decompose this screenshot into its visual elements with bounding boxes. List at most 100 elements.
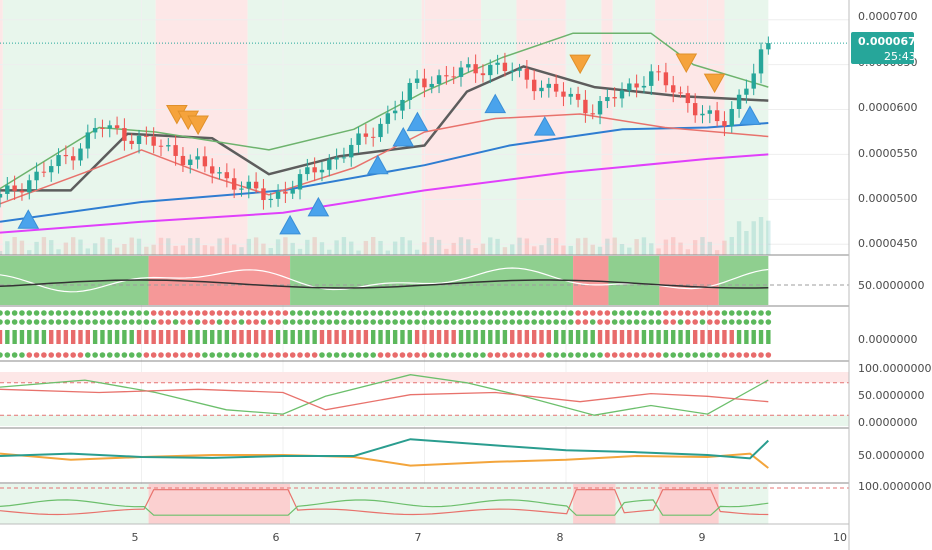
histogram-bar — [597, 330, 603, 344]
candle-body — [319, 169, 325, 173]
dot-row-3 — [487, 352, 494, 358]
dot-row-1 — [304, 310, 311, 316]
dot-row-3 — [472, 352, 479, 358]
volume-bar — [517, 237, 522, 255]
dot-row-2 — [304, 319, 311, 325]
dot-row-3 — [260, 352, 267, 358]
volume-bar — [649, 243, 654, 255]
dot-row-2 — [406, 319, 413, 325]
dot-row-2 — [77, 319, 84, 325]
buy-signal-marker — [406, 111, 429, 132]
volume-bar — [510, 244, 515, 255]
dot-row-3 — [158, 352, 164, 358]
dot-row-2 — [655, 319, 662, 325]
volume-bar — [444, 248, 449, 255]
dot-row-3 — [77, 352, 84, 358]
rsi-zone-red — [573, 484, 616, 524]
volume-bar — [312, 237, 317, 255]
dot-row-1 — [524, 310, 530, 316]
time-axis[interactable]: 5 6 7 8 9 10 — [132, 531, 848, 544]
rsi-zone-green — [290, 484, 574, 524]
dot-row-3 — [633, 352, 640, 358]
candle-body — [517, 68, 522, 71]
volume-bar — [736, 221, 742, 255]
candle-body — [290, 189, 295, 194]
dot-row-3 — [428, 352, 435, 358]
dot-row-1 — [70, 310, 76, 316]
candle-body — [363, 133, 369, 137]
dot-row-3 — [414, 352, 420, 358]
histogram-bar — [663, 330, 669, 344]
signal-markers[interactable] — [17, 53, 761, 235]
histogram-bar — [685, 330, 691, 344]
dot-row-3 — [41, 352, 47, 358]
dot-row-2 — [436, 319, 442, 325]
dot-row-1 — [355, 310, 362, 316]
trend-zone-green — [566, 0, 602, 255]
candle-body — [392, 110, 398, 114]
volume-bar — [436, 239, 442, 255]
dot-row-1 — [341, 310, 347, 316]
histogram-bar — [202, 330, 208, 344]
volume-bar — [407, 240, 412, 255]
dot-row-3 — [619, 352, 625, 358]
trend-zone-red — [601, 0, 613, 255]
dot-row-3 — [11, 352, 18, 358]
dot-row-2 — [450, 319, 457, 325]
volume-bar — [129, 237, 134, 255]
volume-bar — [634, 239, 639, 255]
dot-row-2 — [465, 319, 472, 325]
candle-body — [122, 128, 127, 141]
stoch-oversold-zone — [0, 415, 849, 426]
volume-bar — [327, 249, 332, 255]
price-axis[interactable]: 0.0000700 0.0000650 0.0000600 0.0000550 … — [851, 10, 924, 250]
candle-body — [349, 144, 354, 158]
time-tick: 5 — [132, 531, 139, 544]
dot-row-3 — [494, 352, 501, 358]
candle-countdown: 25:43 — [884, 50, 916, 63]
histogram-bar — [714, 330, 720, 344]
dot-row-2 — [99, 319, 106, 325]
chart-backgrounds — [0, 0, 769, 255]
dot-row-2 — [158, 319, 164, 325]
time-tick: 9 — [699, 531, 706, 544]
dot-row-1 — [597, 310, 603, 316]
dot-row-2 — [289, 319, 296, 325]
dot-row-1 — [4, 310, 11, 316]
dot-row-1 — [750, 310, 757, 316]
dot-row-3 — [560, 352, 567, 358]
candle-body — [217, 172, 222, 174]
candle-body — [246, 181, 251, 189]
dot-row-3 — [663, 352, 669, 358]
panel5-tick: 100.0000000 — [858, 480, 931, 493]
dot-row-1 — [414, 310, 420, 316]
dot-row-3 — [92, 352, 98, 358]
volume-bar — [612, 237, 617, 255]
candle-body — [480, 73, 486, 76]
dot-row-2 — [714, 319, 720, 325]
dot-row-3 — [575, 352, 581, 358]
dot-row-2 — [553, 319, 559, 325]
histogram-bar — [488, 330, 493, 344]
dot-row-2 — [487, 319, 494, 325]
volume-bar — [5, 241, 10, 255]
histogram-bar — [275, 330, 281, 344]
volume-bar — [349, 241, 354, 255]
dot-row-1 — [699, 310, 706, 316]
histogram-bar — [707, 330, 712, 344]
volume-bar — [290, 242, 295, 255]
dot-row-3 — [538, 352, 545, 358]
dot-row-3 — [297, 352, 303, 358]
sma_long-line — [0, 153, 769, 234]
dot-row-2 — [209, 319, 216, 325]
dot-row-3 — [165, 352, 172, 358]
dot-row-3 — [289, 352, 296, 358]
volume-bar — [363, 240, 369, 255]
panel1-zone-green — [718, 256, 769, 305]
volume-bar — [758, 217, 764, 255]
price-tick: 0.0000450 — [858, 237, 918, 250]
dot-row-3 — [48, 352, 55, 358]
dot-row-1 — [765, 310, 772, 316]
dot-row-2 — [531, 319, 537, 325]
